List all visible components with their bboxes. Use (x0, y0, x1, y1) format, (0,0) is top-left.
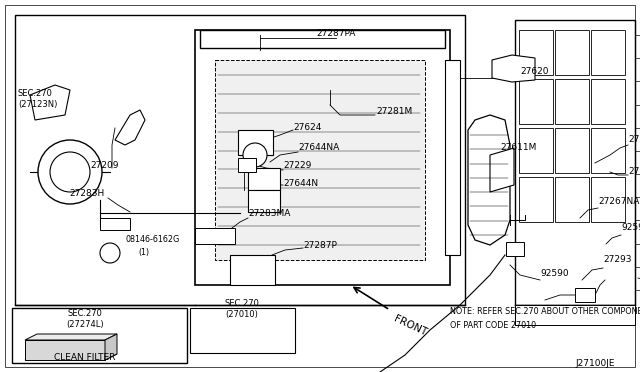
Polygon shape (25, 334, 117, 340)
Text: CLEAN FILTER: CLEAN FILTER (54, 353, 116, 362)
Bar (555, 177, 589, 222)
Bar (515, 305, 635, 325)
Bar (519, 177, 553, 222)
Text: 27229: 27229 (283, 161, 312, 170)
Bar (238, 130, 273, 155)
Bar (445, 60, 460, 255)
Polygon shape (492, 55, 535, 82)
Text: SEC.270: SEC.270 (18, 89, 53, 97)
Bar (519, 30, 553, 75)
Circle shape (243, 143, 267, 167)
Bar (591, 30, 625, 75)
Bar (215, 60, 425, 260)
Text: 92590E: 92590E (621, 224, 640, 232)
Text: OF PART CODE 27010: OF PART CODE 27010 (450, 321, 536, 330)
Text: 92590: 92590 (540, 269, 568, 278)
Text: (27010): (27010) (225, 311, 259, 320)
Text: SEC.270: SEC.270 (68, 308, 102, 317)
Text: 08146-6162G: 08146-6162G (125, 235, 179, 244)
Text: 27293: 27293 (603, 256, 632, 264)
Text: J27100JE: J27100JE (575, 359, 615, 368)
Text: 27283MA: 27283MA (248, 208, 291, 218)
Circle shape (100, 243, 120, 263)
Bar (15, 15, 465, 305)
Text: 27287PA: 27287PA (316, 29, 356, 38)
Circle shape (38, 140, 102, 204)
Text: 27209: 27209 (90, 160, 118, 170)
Bar (506, 242, 524, 256)
Bar (12, 308, 187, 363)
Text: 27644NA: 27644NA (298, 144, 339, 153)
Polygon shape (25, 340, 105, 360)
Text: 27287P: 27287P (303, 241, 337, 250)
Bar (519, 79, 553, 124)
Text: 27624: 27624 (293, 122, 321, 131)
Bar (555, 30, 589, 75)
Bar (238, 158, 256, 172)
Bar (555, 79, 589, 124)
Bar (515, 20, 635, 305)
Text: (1): (1) (138, 248, 149, 257)
Bar (575, 288, 595, 302)
Polygon shape (490, 148, 514, 192)
Polygon shape (115, 110, 145, 145)
Polygon shape (105, 334, 117, 360)
Bar (248, 168, 280, 190)
Text: (27123N): (27123N) (18, 100, 58, 109)
Text: 27283H: 27283H (70, 189, 105, 198)
Text: 27644N: 27644N (283, 179, 318, 187)
Bar (555, 128, 589, 173)
Text: (27274L): (27274L) (66, 321, 104, 330)
Text: NOTE: REFER SEC.270 ABOUT OTHER COMPONENT PARTS: NOTE: REFER SEC.270 ABOUT OTHER COMPONEN… (450, 308, 640, 317)
Text: 27287MB: 27287MB (628, 135, 640, 144)
Polygon shape (25, 354, 117, 360)
Bar (591, 177, 625, 222)
Bar (519, 128, 553, 173)
Text: 27620: 27620 (520, 67, 548, 77)
Bar (591, 128, 625, 173)
Bar (195, 30, 450, 285)
Bar (100, 218, 130, 230)
Bar (230, 255, 275, 285)
Text: 27281M: 27281M (376, 108, 412, 116)
Bar (248, 190, 280, 212)
Text: FRONT: FRONT (392, 314, 428, 338)
Bar (190, 308, 295, 353)
Text: 27287M: 27287M (628, 167, 640, 176)
Text: 27611M: 27611M (500, 144, 536, 153)
Polygon shape (468, 115, 510, 245)
Circle shape (50, 152, 90, 192)
Bar (200, 30, 445, 48)
Polygon shape (30, 85, 70, 120)
Text: SEC.270: SEC.270 (225, 298, 259, 308)
Text: 27267NA: 27267NA (598, 198, 639, 206)
Bar (591, 79, 625, 124)
Bar (195, 228, 235, 244)
